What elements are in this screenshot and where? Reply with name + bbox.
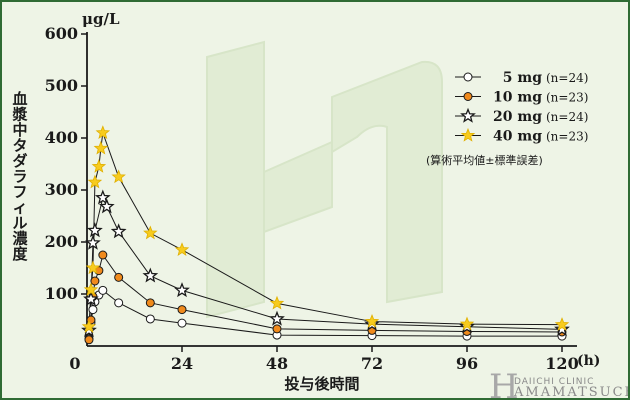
data-point xyxy=(174,282,190,298)
legend-item: 10 mg (n=23) xyxy=(455,90,588,106)
legend: 5 mg (n=24) 10 mg (n=23) 20 mg (n=24) 40 mg (n=… xyxy=(455,70,588,145)
legend-label: 5 mg xyxy=(503,70,542,86)
data-point xyxy=(114,298,124,308)
legend-count: (n=23) xyxy=(546,91,588,105)
series-line xyxy=(88,196,563,331)
x-ticks: 0 24 48 72 96 120 xyxy=(69,346,579,373)
data-point xyxy=(272,324,282,334)
data-point xyxy=(98,198,115,214)
legend-label: 10 mg xyxy=(493,90,542,106)
data-point xyxy=(84,335,94,345)
data-point xyxy=(554,317,570,331)
x-tick-label: 96 xyxy=(456,354,478,373)
legend-footnote: (算術平均値±標準誤差) xyxy=(426,153,543,167)
y-tick-label: 400 xyxy=(45,128,78,147)
series-line xyxy=(88,132,563,327)
data-point xyxy=(85,234,101,250)
clinic-watermark-line1: DAIICHI CLINIC xyxy=(514,377,594,387)
y-axis-label-char: ィ xyxy=(12,199,27,217)
x-tick-label: 72 xyxy=(361,354,383,373)
y-tick-label: 600 xyxy=(45,24,78,43)
data-point xyxy=(174,242,190,256)
data-point xyxy=(98,285,108,295)
data-point xyxy=(143,225,158,240)
x-tick-label: 48 xyxy=(266,354,288,373)
data-point xyxy=(459,316,475,331)
legend-item: 5 mg (n=24) xyxy=(455,70,588,86)
y-tick-label: 100 xyxy=(45,284,78,303)
data-point xyxy=(145,298,155,308)
data-point xyxy=(364,313,380,328)
x-tick-label: 120 xyxy=(545,354,578,373)
data-point xyxy=(87,174,103,189)
data-point xyxy=(94,189,111,205)
data-point xyxy=(269,310,285,326)
data-point xyxy=(83,282,99,296)
data-point xyxy=(554,321,570,337)
x-axis-unit: (h) xyxy=(577,353,600,369)
data-point xyxy=(98,250,108,260)
clinic-watermark-initial: H xyxy=(489,367,519,398)
legend-item: 20 mg (n=24) xyxy=(455,107,588,125)
x-axis-label: 投与後時間 xyxy=(284,375,359,393)
data-point xyxy=(114,272,124,282)
y-ticks: 100 200 300 400 500 600 xyxy=(45,24,87,303)
background-logo xyxy=(206,40,443,319)
data-point xyxy=(111,169,126,184)
legend-count: (n=23) xyxy=(546,130,588,144)
data-point xyxy=(83,290,99,306)
y-axis-label-char: 度 xyxy=(12,245,28,263)
data-point xyxy=(177,305,187,315)
x-tick-label: 0 xyxy=(69,354,80,373)
data-point xyxy=(81,319,97,333)
legend-count: (n=24) xyxy=(546,110,588,124)
data-point xyxy=(93,140,109,155)
y-axis-label-char: ル xyxy=(12,214,27,232)
y-axis-label-char: 濃 xyxy=(12,230,28,248)
legend-marker xyxy=(463,92,473,101)
y-axis-label-char: タ xyxy=(12,137,27,155)
data-point xyxy=(145,314,155,324)
data-point xyxy=(142,267,159,283)
data-point xyxy=(90,276,100,286)
y-axis-label-char: ラ xyxy=(12,168,27,186)
y-axis-label-char: 血 xyxy=(12,90,27,108)
y-axis-label-char: ダ xyxy=(12,152,27,170)
legend-label: 40 mg xyxy=(493,129,542,145)
legend-label: 20 mg xyxy=(493,109,542,125)
data-point xyxy=(87,222,103,238)
data-point xyxy=(95,125,111,139)
series-markers xyxy=(81,125,570,345)
y-axis-label-char: フ xyxy=(12,183,27,201)
data-point xyxy=(85,260,101,275)
y-tick-label: 300 xyxy=(45,180,78,199)
x-tick-label: 24 xyxy=(171,354,193,373)
data-point xyxy=(110,223,127,239)
y-unit-label: μg/L xyxy=(82,10,120,28)
legend-marker xyxy=(460,107,476,123)
legend-item: 40 mg (n=23) xyxy=(455,127,588,145)
data-point xyxy=(88,305,98,315)
clinic-watermark-line2: AMAMATSUCHO xyxy=(513,385,628,398)
data-point xyxy=(177,318,187,328)
y-tick-label: 500 xyxy=(45,76,78,95)
y-axis-label-char: 漿 xyxy=(11,106,27,124)
data-point xyxy=(91,158,107,173)
y-tick-label: 200 xyxy=(45,232,78,251)
legend-count: (n=24) xyxy=(546,71,588,85)
clinic-watermark: H DAIICHI CLINIC AMAMATSUCHO xyxy=(489,367,628,398)
legend-marker xyxy=(463,72,473,82)
legend-marker xyxy=(460,127,476,142)
y-axis-label-char: 中 xyxy=(12,121,27,139)
data-point xyxy=(269,295,285,310)
